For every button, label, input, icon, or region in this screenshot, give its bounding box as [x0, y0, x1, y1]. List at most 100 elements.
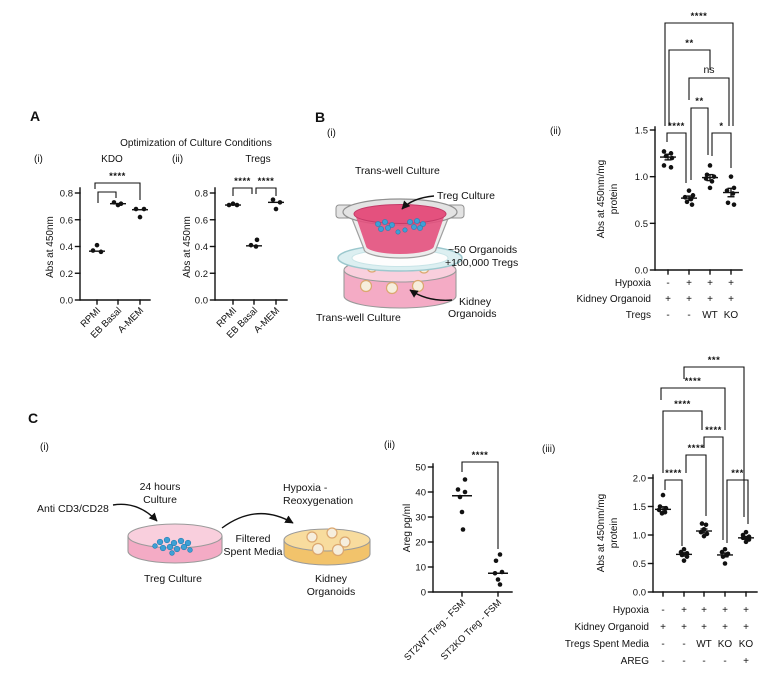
- data-point: [701, 533, 707, 539]
- data-point: [679, 552, 685, 558]
- condition-value: +: [701, 622, 707, 633]
- significance-label: ****: [472, 450, 489, 461]
- x-tick-label: ST2KO Treg - FSM: [439, 597, 504, 662]
- data-point: [493, 558, 499, 564]
- significance-bracket: [688, 77, 730, 126]
- data-point: [703, 176, 709, 181]
- data-point: [90, 248, 96, 253]
- condition-value: -: [661, 656, 664, 667]
- significance-bracket: [97, 191, 117, 203]
- data-point: [728, 174, 734, 179]
- significance-label: ****: [109, 171, 126, 182]
- condition-row-label: Tregs: [626, 310, 651, 321]
- significance-bracket: [666, 132, 687, 183]
- culture-time-label-1: 24 hours: [140, 481, 181, 493]
- y-axis-label: Abs at 450nm/mg: [596, 494, 607, 572]
- data-point: [669, 155, 675, 161]
- hypoxia-condition-label-1: Hypoxia -: [283, 482, 328, 494]
- axis: [79, 187, 151, 301]
- data-point: [270, 197, 276, 202]
- transwell-insert: [335, 198, 465, 259]
- data-point: [709, 179, 715, 184]
- data-point: [661, 149, 667, 154]
- significance-bracket: [726, 479, 749, 543]
- condition-value: +: [707, 278, 713, 289]
- condition-value: +: [743, 605, 749, 616]
- significance-bracket: [703, 436, 724, 540]
- insert-media-surface: [353, 204, 447, 224]
- data-point: [234, 202, 240, 208]
- data-point: [455, 487, 461, 492]
- condition-value: KO: [718, 639, 733, 650]
- significance-bracket: [232, 187, 253, 196]
- data-point: [722, 546, 728, 552]
- significance-bracket: [711, 132, 732, 168]
- subpanel-tag: (ii): [172, 154, 183, 165]
- y-tick-label: 1.5: [633, 502, 646, 513]
- y-tick-label: 1.0: [635, 172, 648, 183]
- condition-value: +: [707, 294, 713, 305]
- data-point: [668, 165, 674, 170]
- condition-value: -: [682, 656, 685, 667]
- data-point: [722, 561, 728, 566]
- data-point: [704, 172, 710, 178]
- significance-label: ****: [685, 376, 702, 387]
- data-point: [707, 163, 713, 168]
- data-point: [740, 535, 746, 541]
- organoid-count-note: ~50 Organoids: [448, 244, 517, 256]
- significance-bracket: [664, 22, 734, 126]
- condition-value: KO: [724, 310, 739, 321]
- data-point: [273, 206, 279, 212]
- condition-value: -: [666, 278, 669, 289]
- condition-value: +: [722, 622, 728, 633]
- subplot-title: Tregs: [245, 154, 270, 165]
- y-tick-label: 10: [415, 563, 426, 574]
- significance-label: ***: [731, 468, 744, 479]
- data-point: [141, 206, 147, 212]
- y-tick-label: 0.4: [60, 242, 73, 253]
- data-point: [681, 546, 687, 552]
- subpanel-tag: (i): [34, 154, 43, 165]
- spent-media-diagram: Anti CD3/CD28 24 hours Culture Treg Cult…: [37, 481, 371, 598]
- significance-label: ****: [234, 176, 251, 187]
- condition-row-label: AREG: [621, 656, 650, 667]
- condition-value: +: [728, 278, 734, 289]
- condition-value: KO: [739, 639, 754, 650]
- data-point: [701, 527, 707, 532]
- data-point: [724, 188, 730, 193]
- kidney-dish-label-2: Organoids: [307, 586, 355, 598]
- data-point: [226, 202, 232, 208]
- data-point: [230, 201, 236, 206]
- kidney-dish: [283, 527, 371, 566]
- transwell-top-label: Trans-well Culture: [355, 165, 440, 177]
- data-point: [698, 529, 704, 535]
- stimulation-arrow: [112, 503, 158, 522]
- y-tick-label: 0.8: [60, 189, 73, 200]
- y-tick-label: 20: [415, 538, 426, 549]
- data-point: [661, 163, 667, 168]
- significance-label: **: [695, 96, 703, 107]
- significance-label: ****: [705, 425, 722, 436]
- subpanel-tag: (ii): [384, 440, 395, 451]
- condition-value: +: [681, 622, 687, 633]
- data-point: [724, 552, 730, 558]
- condition-value: +: [728, 294, 734, 305]
- data-point: [699, 521, 705, 526]
- subplot-title: KDO: [101, 154, 123, 165]
- chart-b-ii: 0.0 0.5 1.0 1.5 Hypoxia - + + + Kidney Organoid + +…: [550, 11, 743, 321]
- condition-value: +: [743, 656, 749, 667]
- kidney-dish-label-1: Kidney: [315, 573, 348, 585]
- data-point: [253, 244, 259, 249]
- data-point: [492, 570, 498, 576]
- data-point: [659, 511, 665, 516]
- data-point: [725, 200, 731, 206]
- transwell-diagram: Trans-well Culture Treg Culture ~50 Orga…: [316, 165, 518, 324]
- significance-bracket: [664, 479, 683, 546]
- x-tick-label: ST2WT Treg - FSM: [402, 597, 468, 663]
- condition-value: +: [686, 278, 692, 289]
- significance-label: **: [685, 38, 693, 49]
- data-point: [681, 558, 687, 563]
